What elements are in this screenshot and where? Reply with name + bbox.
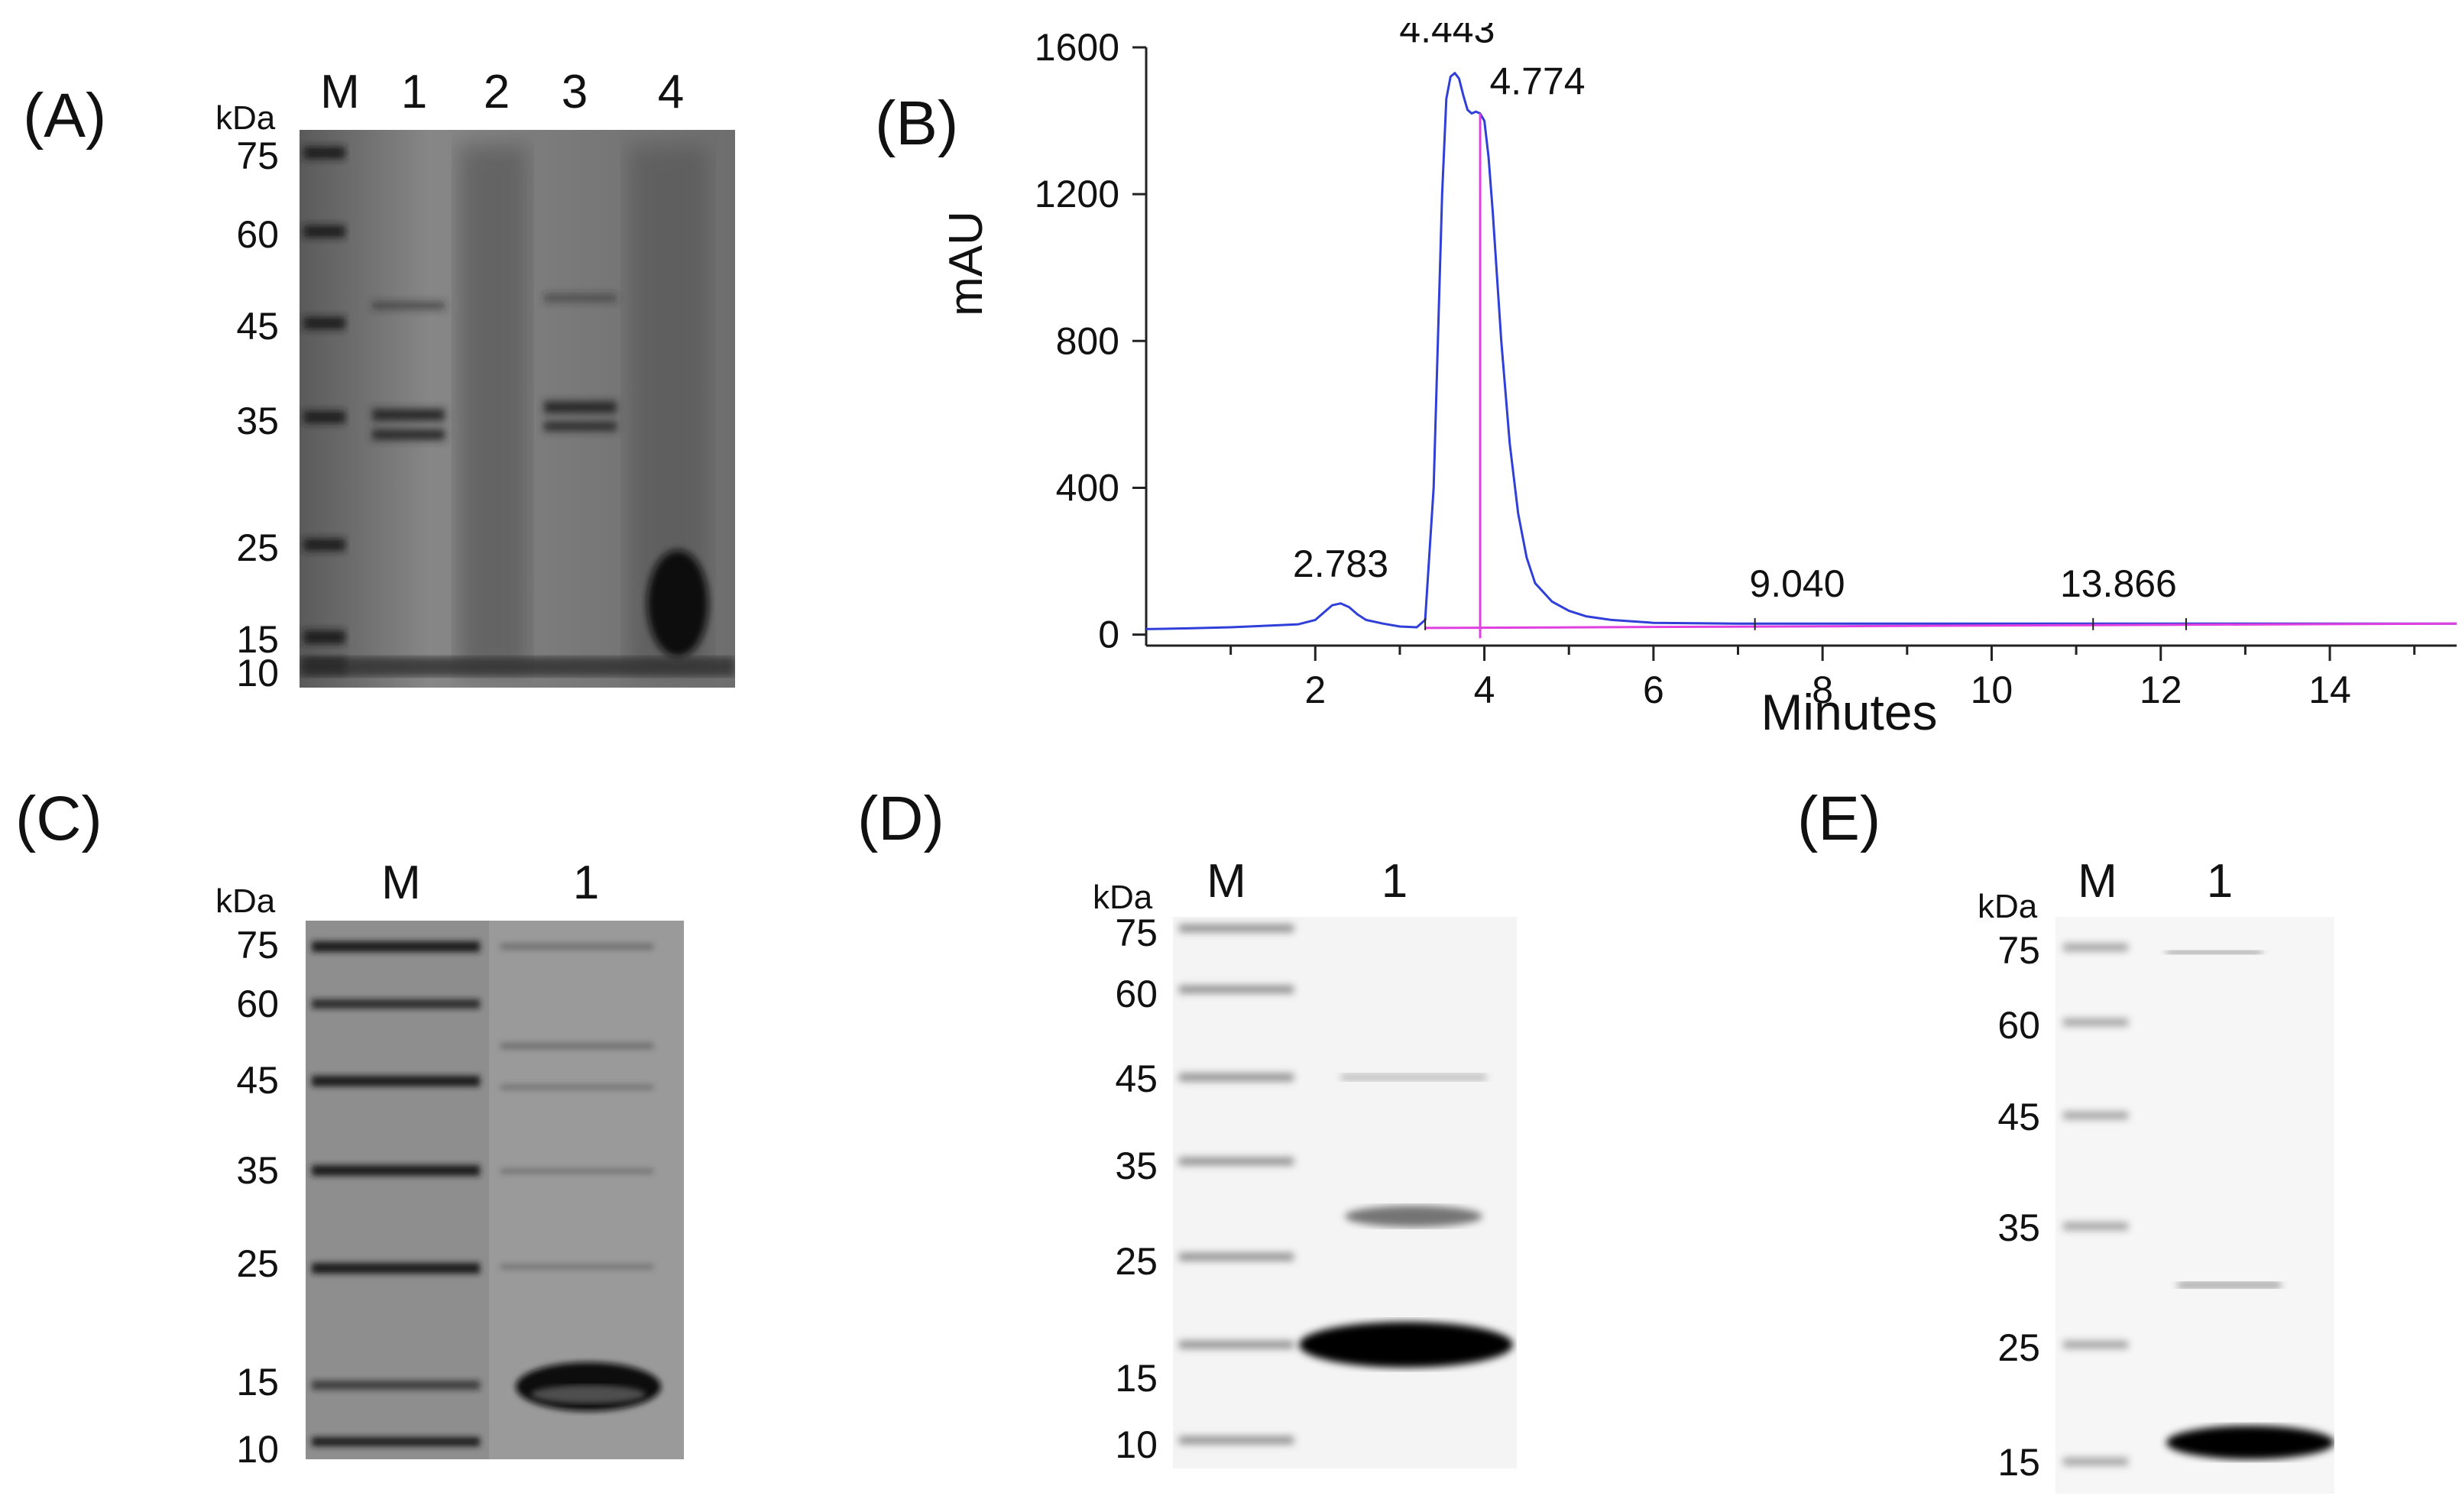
panel-e-label: (E) xyxy=(1797,784,1881,853)
panel-c-lane-m: M xyxy=(381,856,421,909)
y-tick-label: 400 xyxy=(1056,466,1119,509)
panel-c-kda-unit: kDa xyxy=(215,882,276,920)
panel-d-marker-60: 60 xyxy=(1115,973,1158,1015)
y-tick-label: 1200 xyxy=(1035,173,1119,215)
panel-c-label: (C) xyxy=(15,784,102,853)
chromatogram-ylabel: mAU xyxy=(948,211,993,316)
panel-a-lane-3: 3 xyxy=(561,66,588,118)
peak-label: 9.040 xyxy=(1749,562,1845,605)
x-tick-label: 4 xyxy=(1474,669,1495,711)
panel-d-marker-25: 25 xyxy=(1115,1240,1158,1283)
panel-d-blot-image xyxy=(1173,917,1517,1468)
y-tick-label: 0 xyxy=(1098,614,1119,656)
panel-a-kda-unit: kDa xyxy=(215,99,276,137)
panel-c-marker-10: 10 xyxy=(236,1428,279,1471)
peak-label: 4.443 xyxy=(1399,23,1495,51)
panel-e-kda-unit: kDa xyxy=(1978,888,2038,925)
panel-e-marker-35: 35 xyxy=(1997,1206,2040,1249)
x-tick-label: 12 xyxy=(2140,669,2182,711)
panel-e-lane-m: M xyxy=(2078,855,2117,908)
chromatogram-series xyxy=(1145,72,2457,639)
panel-c-lane-1: 1 xyxy=(572,856,600,909)
panel-a-marker-45: 45 xyxy=(236,305,279,348)
panel-a-marker-75: 75 xyxy=(236,134,279,177)
panel-d-kda-unit: kDa xyxy=(1093,879,1153,916)
panel-a-lane-4: 4 xyxy=(657,66,685,118)
panel-e-marker-75: 75 xyxy=(1997,929,2040,972)
y-tick-label: 800 xyxy=(1056,319,1119,362)
chromatogram-peak-labels: 2.783 4.443 4.774 9.040 13.866 xyxy=(1293,23,2177,605)
peak-label: 4.774 xyxy=(1489,60,1585,102)
panel-a-lane-1: 1 xyxy=(400,66,428,118)
chromatogram-axes: 0 400 800 1200 1600 2 4 6 8 10 12 14 xyxy=(1035,26,2457,711)
peak-label: 13.866 xyxy=(2060,562,2177,605)
panel-c-marker-25: 25 xyxy=(236,1242,279,1285)
x-tick-label: 2 xyxy=(1304,669,1326,711)
panel-d-marker-45: 45 xyxy=(1115,1057,1158,1100)
panel-c-marker-60: 60 xyxy=(236,983,279,1025)
panel-d-marker-15: 15 xyxy=(1115,1357,1158,1400)
panel-d-lane-m: M xyxy=(1207,855,1246,908)
panel-a-lane-m: M xyxy=(320,66,360,118)
panel-b-label: (B) xyxy=(875,89,959,158)
x-tick-label: 10 xyxy=(1971,669,2013,711)
panel-c-marker-35: 35 xyxy=(236,1149,279,1192)
x-tick-label: 8 xyxy=(1812,669,1833,711)
panel-e-lane-1: 1 xyxy=(2206,855,2234,908)
x-tick-label: 6 xyxy=(1643,669,1664,711)
series-line-1 xyxy=(1425,622,2457,630)
panel-a-lane-2: 2 xyxy=(483,66,510,118)
panel-d-lane-1: 1 xyxy=(1381,855,1408,908)
panel-e-marker-15: 15 xyxy=(1997,1441,2040,1484)
panel-e-blot-image xyxy=(2055,917,2334,1494)
y-tick-label: 1600 xyxy=(1035,26,1119,69)
peak-label: 2.783 xyxy=(1293,542,1388,585)
panel-d-marker-10: 10 xyxy=(1115,1423,1158,1466)
panel-a-gel-image xyxy=(300,130,735,688)
panel-e-marker-45: 45 xyxy=(1997,1096,2040,1138)
chromatogram-xlabel: Minutes xyxy=(1761,684,1937,740)
panel-a-label: (A) xyxy=(23,81,107,151)
panel-a-marker-25: 25 xyxy=(236,526,279,569)
panel-d-marker-75: 75 xyxy=(1115,911,1158,954)
panel-e-marker-25: 25 xyxy=(1997,1326,2040,1369)
panel-c-gel-image xyxy=(306,921,684,1459)
panel-d-marker-35: 35 xyxy=(1115,1145,1158,1187)
panel-c-marker-15: 15 xyxy=(236,1361,279,1404)
panel-a-marker-15: 15 xyxy=(236,618,279,661)
panel-c-marker-45: 45 xyxy=(236,1059,279,1102)
panel-d-label: (D) xyxy=(857,784,944,853)
panel-a-marker-10: 10 xyxy=(236,652,279,694)
panel-a-marker-35: 35 xyxy=(236,400,279,442)
series-line-0 xyxy=(1145,72,2457,630)
panel-e-marker-60: 60 xyxy=(1997,1004,2040,1047)
chromatogram-chart: 0 400 800 1200 1600 2 4 6 8 10 12 14 2.783 4.443 4.77… xyxy=(948,23,2457,740)
panel-a-marker-60: 60 xyxy=(236,213,279,256)
x-tick-label: 14 xyxy=(2308,669,2351,711)
panel-c-marker-75: 75 xyxy=(236,924,279,966)
